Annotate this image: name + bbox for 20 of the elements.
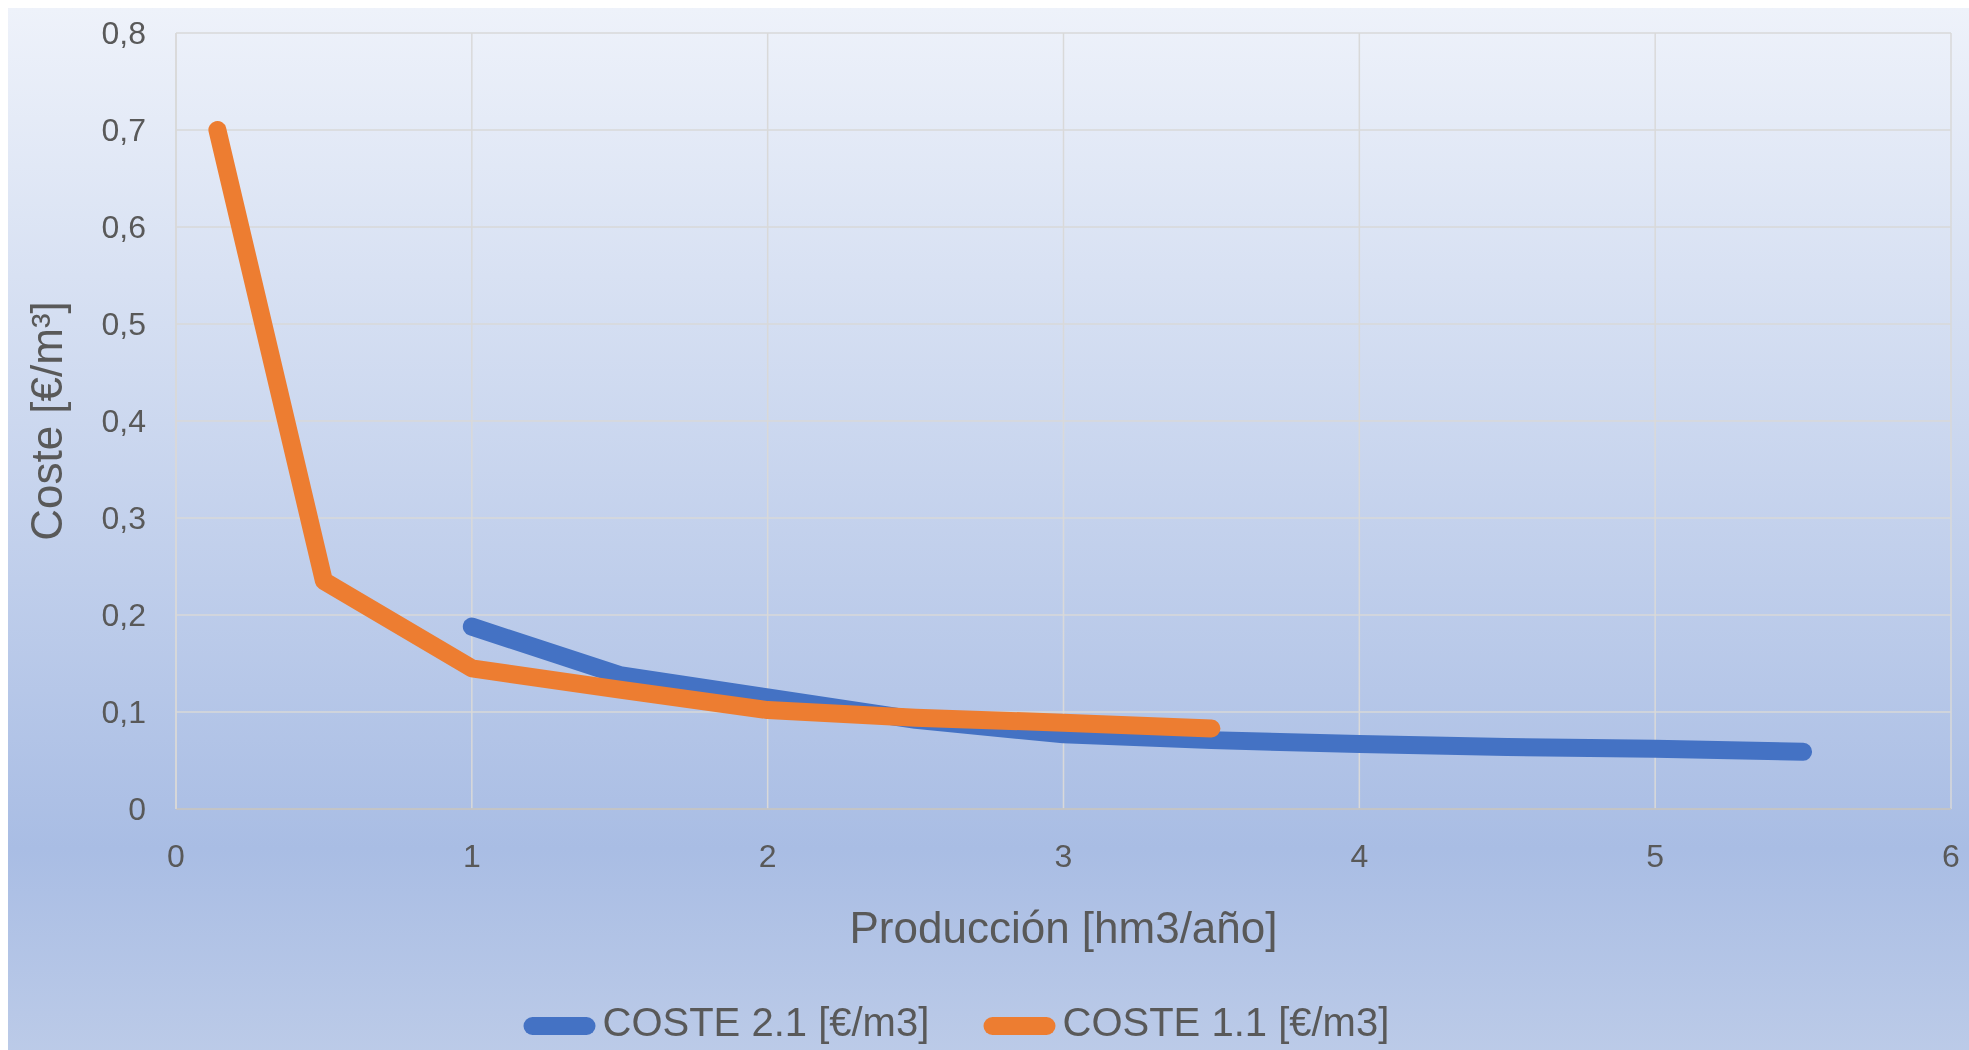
x-tick-label: 0 (167, 838, 185, 874)
y-tick-label: 0 (128, 791, 146, 828)
legend-label: COSTE 2.1 [€/m3] (602, 1000, 930, 1044)
y-tick-label: 0,6 (101, 209, 146, 246)
y-tick-label: 0,8 (101, 15, 146, 52)
y-tick-label: 0,4 (101, 403, 146, 440)
y-tick-label: 0,3 (101, 500, 146, 537)
y-tick-label: 0,7 (101, 112, 146, 149)
x-tick-label: 2 (758, 838, 777, 874)
x-tick-label: 4 (1350, 838, 1369, 874)
x-tick-label: 1 (462, 838, 481, 874)
y-tick-label: 0,2 (101, 597, 146, 634)
legend-label: COSTE 1.1 [€/m3] (1062, 1000, 1390, 1044)
x-tick-label: 5 (1646, 838, 1665, 874)
x-axis-title: Producción [hm3/año] (849, 903, 1278, 952)
y-tick-label: 0,5 (101, 306, 146, 343)
y-tick-label: 0,1 (101, 694, 146, 731)
y-axis-title: Coste [€/m³] (22, 301, 71, 541)
x-tick-label: 6 (1942, 838, 1960, 874)
x-tick-label: 3 (1054, 838, 1073, 874)
